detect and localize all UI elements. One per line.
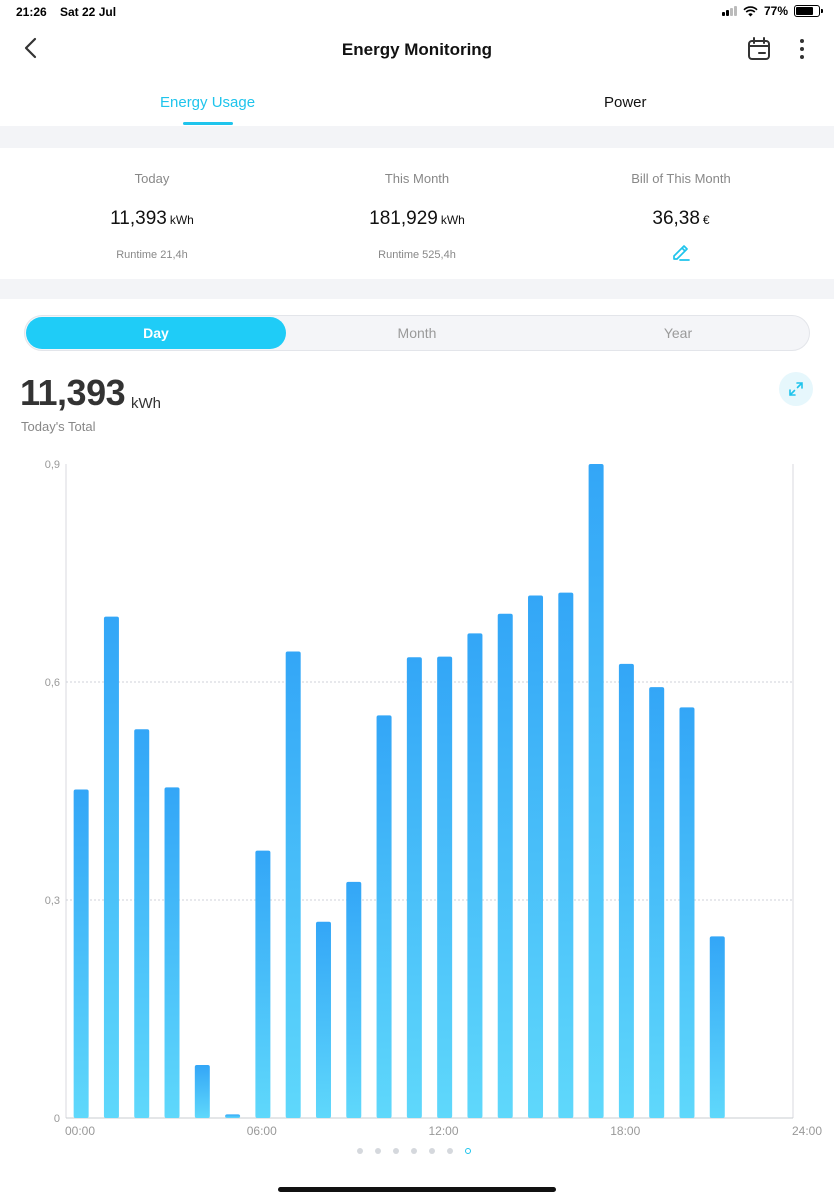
summary-bill-value: 36,38 €	[551, 208, 811, 230]
y-tick-label: 0,3	[45, 895, 60, 907]
back-button[interactable]	[18, 34, 46, 62]
more-vertical-icon	[800, 39, 804, 59]
summary-today-number: 11,393	[110, 208, 167, 229]
chart-bar	[164, 787, 180, 1118]
energy-bar-chart: 0 0,3 0,6 0,9 00:00 06:00 12:00 18:00 24:00	[45, 459, 823, 1138]
x-tick-label: 00:00	[65, 1124, 95, 1138]
page-dot[interactable]	[375, 1148, 381, 1154]
status-indicators: 77%	[721, 4, 823, 18]
chart-bar	[255, 850, 271, 1118]
chart-bar	[103, 616, 119, 1118]
page-dot[interactable]	[429, 1148, 435, 1154]
chart-bar	[346, 881, 362, 1118]
y-tick-label: 0	[54, 1113, 60, 1125]
summary-bill-label: Bill of This Month	[631, 171, 731, 186]
summary-today-value: 11,393 kWh	[22, 208, 282, 230]
battery-percent: 77%	[763, 4, 788, 18]
back-chevron-icon	[24, 37, 37, 59]
chart-bar	[467, 633, 483, 1118]
calendar-icon	[748, 37, 770, 60]
chart-bar	[558, 592, 574, 1118]
x-tick-label: 12:00	[428, 1124, 458, 1138]
summary-today: Today 11,393 kWh Runtime 21,4h	[22, 148, 282, 261]
tab-energy-usage[interactable]: Energy Usage	[160, 94, 256, 111]
summary-today-runtime: Runtime 21,4h	[116, 249, 188, 261]
chart-bar	[679, 707, 695, 1118]
status-bar: 21:26 Sat 22 Jul 77%	[0, 0, 834, 24]
y-tick-label: 0,6	[45, 677, 60, 689]
chart-bar	[649, 687, 665, 1118]
x-tick-label: 24:00	[792, 1124, 822, 1138]
chart-bar	[437, 656, 453, 1118]
total-value: 11,393	[20, 372, 126, 413]
period-month-button[interactable]: Month	[397, 325, 437, 341]
expand-chart-button[interactable]	[779, 372, 813, 406]
page-dot[interactable]	[465, 1148, 471, 1154]
tab-power[interactable]: Power	[604, 94, 647, 111]
page-dot[interactable]	[411, 1148, 417, 1154]
home-indicator	[278, 1187, 556, 1192]
summary-bill: Bill of This Month 36,38 €	[551, 148, 811, 267]
summary-month: This Month 181,929 kWh Runtime 525,4h	[287, 148, 547, 261]
total-unit: kWh	[131, 395, 161, 412]
battery-level-fill	[796, 7, 813, 15]
x-tick-label: 06:00	[247, 1124, 277, 1138]
chart-bar	[618, 663, 634, 1118]
section-divider	[0, 126, 834, 148]
chart-bar	[73, 789, 89, 1118]
edit-bill-button[interactable]	[670, 240, 692, 262]
chart-pagination	[357, 1148, 471, 1154]
x-tick-label: 18:00	[610, 1124, 640, 1138]
calendar-button[interactable]	[746, 36, 772, 62]
active-tab-indicator	[183, 122, 233, 125]
summary-bill-unit: €	[702, 213, 710, 227]
chart-bar	[376, 715, 392, 1118]
period-day-button[interactable]: Day	[26, 317, 286, 349]
section-divider	[0, 279, 834, 299]
summary-month-value: 181,929 kWh	[287, 208, 547, 230]
chart-bar	[285, 651, 301, 1118]
page-dot[interactable]	[447, 1148, 453, 1154]
chart-bar	[406, 657, 422, 1118]
wifi-icon	[743, 5, 758, 16]
summary-today-label: Today	[134, 171, 170, 186]
chart-bar	[497, 613, 513, 1118]
edit-pencil-icon	[673, 245, 690, 261]
total-label: Today's Total	[21, 419, 96, 434]
status-date: Sat 22 Jul	[60, 5, 117, 19]
status-time: 21:26	[16, 5, 47, 19]
chart-bar	[194, 1064, 210, 1118]
summary-month-number: 181,929	[369, 208, 438, 229]
header: Energy Monitoring	[0, 28, 834, 72]
chart-bar	[315, 921, 331, 1118]
battery-icon	[794, 5, 823, 17]
summary-today-unit: kWh	[169, 213, 194, 227]
page-dot[interactable]	[357, 1148, 363, 1154]
energy-summary: Today 11,393 kWh Runtime 21,4h This Month…	[0, 148, 834, 279]
page-title: Energy Monitoring	[341, 40, 493, 59]
expand-icon	[789, 382, 803, 396]
chart-bar	[528, 595, 544, 1118]
tab-bar: Energy Usage Power	[0, 84, 834, 126]
chart-bar	[588, 464, 604, 1118]
period-selector: Day Month Year	[24, 315, 810, 351]
y-tick-label: 0,9	[45, 459, 60, 471]
cellular-signal-icon	[721, 6, 737, 16]
summary-month-runtime: Runtime 525,4h	[378, 249, 456, 261]
summary-bill-number: 36,38	[652, 208, 700, 229]
chart-bar	[134, 729, 150, 1118]
chart-bar	[225, 1114, 241, 1118]
more-options-button[interactable]	[792, 36, 812, 62]
summary-month-label: This Month	[384, 171, 450, 186]
period-year-button[interactable]: Year	[663, 325, 693, 341]
chart-bar	[709, 936, 725, 1118]
summary-month-unit: kWh	[440, 213, 465, 227]
page-dot[interactable]	[393, 1148, 399, 1154]
